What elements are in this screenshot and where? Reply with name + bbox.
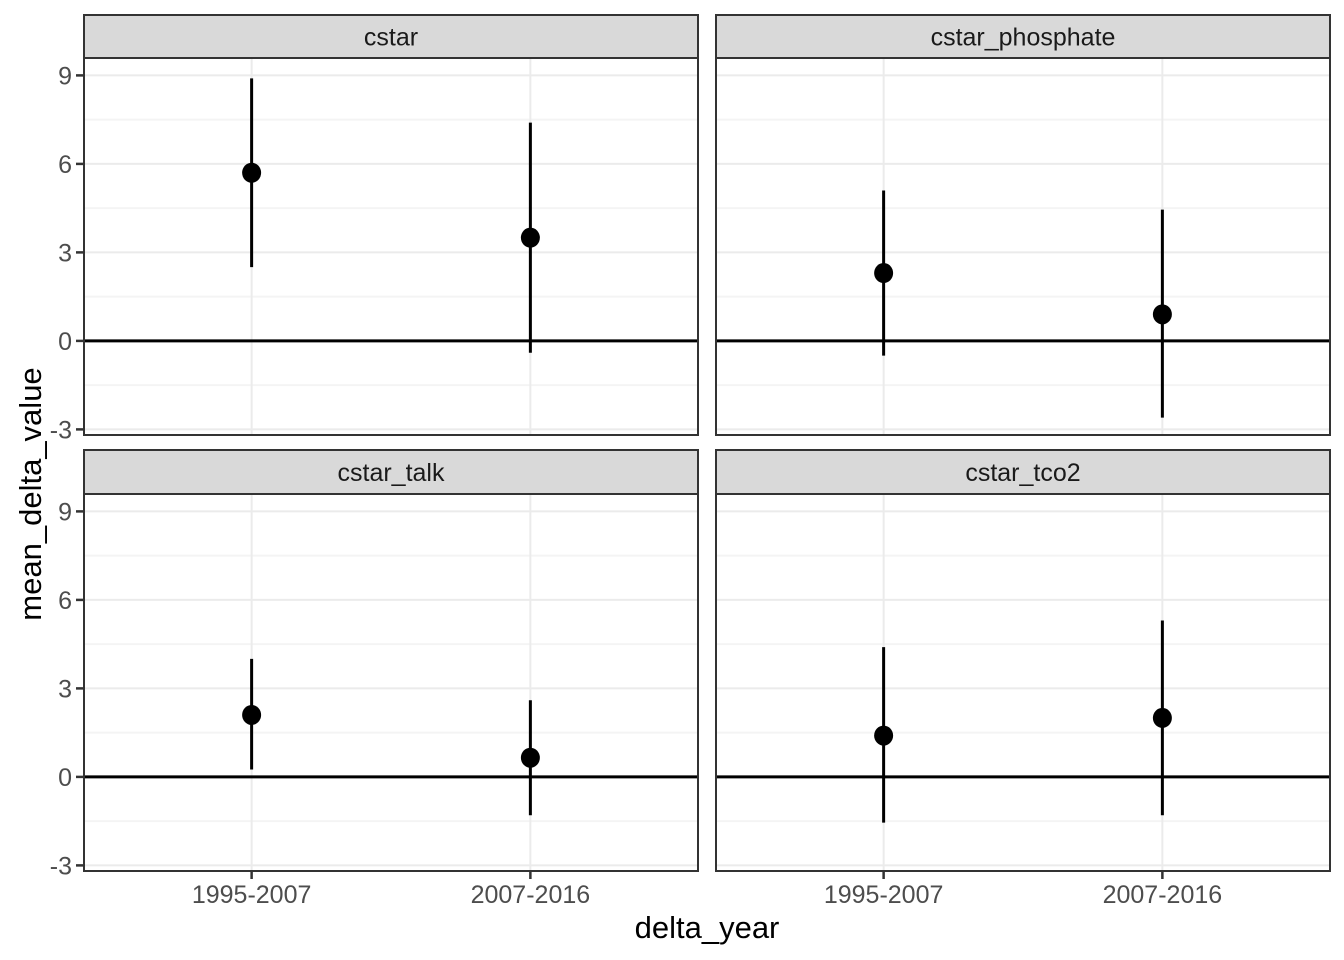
facet-strip-label: cstar_talk — [338, 459, 445, 487]
panel-background — [716, 58, 1330, 435]
data-point — [874, 263, 894, 284]
y-tick-label: 3 — [58, 239, 72, 267]
data-point — [520, 747, 540, 768]
facet-strip — [715, 449, 1331, 495]
data-point — [242, 704, 262, 725]
data-point — [1152, 707, 1172, 728]
panel-background — [84, 494, 698, 871]
x-tick-label: 1995-2007 — [192, 881, 312, 909]
y-tick-label: 6 — [58, 587, 72, 615]
data-point — [520, 227, 540, 248]
y-tick-label: 0 — [58, 328, 72, 356]
x-tick-label: 2007-2016 — [471, 881, 591, 909]
y-tick-label: 9 — [58, 62, 72, 90]
y-tick-label: 3 — [58, 675, 72, 703]
data-point — [1152, 304, 1172, 325]
y-tick-label: 0 — [58, 764, 72, 792]
y-tick-label: -3 — [50, 416, 72, 444]
facet-strip-label: cstar — [364, 24, 418, 52]
x-tick-label: 2007-2016 — [1103, 881, 1223, 909]
data-point — [874, 725, 894, 746]
panel-background — [84, 58, 698, 435]
y-tick-label: -3 — [50, 852, 72, 880]
data-point — [242, 162, 262, 183]
facet-strip-label: cstar_tco2 — [965, 459, 1080, 487]
facet-strip — [83, 449, 699, 495]
x-axis-title: delta_year — [634, 910, 780, 945]
facet-strip-label: cstar_phosphate — [931, 24, 1116, 52]
facet-strip — [715, 14, 1331, 59]
x-tick-label: 1995-2007 — [824, 881, 944, 909]
y-tick-label: 9 — [58, 498, 72, 526]
facet-strip — [83, 14, 699, 59]
y-axis-title: mean_delta_value — [13, 367, 48, 621]
panel-background — [716, 494, 1330, 871]
y-tick-label: 6 — [58, 151, 72, 179]
